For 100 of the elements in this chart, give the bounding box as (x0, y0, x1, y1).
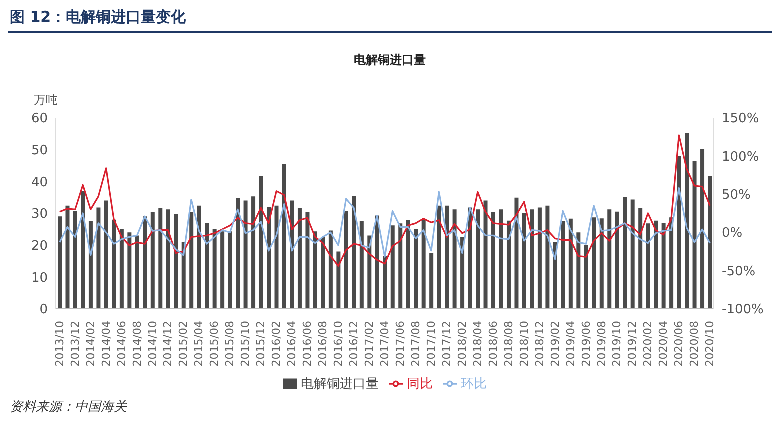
bar (390, 226, 395, 309)
bar (128, 232, 132, 309)
bar (375, 216, 380, 309)
bar (81, 191, 86, 309)
bar (58, 216, 62, 309)
bar (646, 224, 650, 309)
bar (244, 200, 248, 309)
bar (298, 208, 302, 309)
bar (630, 200, 635, 309)
y2-tick-label: 0% (722, 226, 743, 242)
bar (344, 210, 348, 309)
chart-subtitle: 电解铜进口量 (353, 52, 427, 69)
bar (708, 176, 712, 309)
bar (546, 206, 550, 309)
bar (143, 216, 148, 309)
x-tick-label: 2014/02 (84, 321, 98, 367)
y2-tick-label: -50% (722, 264, 756, 280)
x-tick-label: 2020/06 (672, 321, 686, 367)
bar (150, 212, 155, 309)
x-tick-label: 2019/08 (595, 321, 608, 367)
bar (383, 256, 388, 309)
bar (220, 232, 225, 309)
bar (282, 164, 286, 309)
bar (259, 176, 264, 309)
bar (313, 232, 318, 309)
bar (422, 220, 426, 309)
bar (670, 218, 674, 309)
bar (460, 237, 465, 309)
bar (360, 221, 364, 309)
y2-tick-label: 100% (722, 150, 760, 165)
x-tick-label: 2020/02 (642, 321, 655, 367)
legend-label: 同比 (407, 377, 433, 392)
x-tick-label: 2019/10 (610, 321, 624, 367)
x-tick-label: 2015/08 (224, 321, 237, 367)
legend-label: 环比 (461, 377, 487, 392)
x-tick-label: 2013/12 (68, 321, 82, 367)
bar (677, 156, 682, 309)
x-tick-label: 2017/10 (424, 321, 438, 367)
x-tick-label: 2014/12 (162, 321, 175, 367)
x-tick-label: 2016/04 (286, 321, 299, 367)
bar (135, 236, 140, 309)
bar (336, 252, 341, 309)
bar (692, 160, 697, 309)
bar (561, 221, 566, 309)
x-tick-label: 2018/04 (471, 321, 484, 367)
bar (236, 198, 240, 309)
bar (267, 207, 272, 309)
text: 资料来源：中国海关 (10, 399, 127, 416)
x-tick-label: 2019/06 (580, 321, 593, 367)
bar (414, 229, 418, 309)
bar (73, 210, 78, 309)
y2-tick-label: 150% (722, 112, 760, 127)
bar (506, 220, 511, 309)
bar (430, 253, 434, 309)
y-tick-label: 10 (31, 270, 48, 286)
bar (514, 198, 519, 309)
bar (685, 133, 690, 309)
bar (120, 229, 124, 309)
x-tick-label: 2018/08 (502, 321, 516, 367)
legend-label: 电解铜进口量 (301, 377, 379, 392)
y-tick-label: 20 (31, 238, 48, 254)
bar (328, 230, 333, 309)
x-tick-label: 2018/10 (518, 321, 531, 367)
y-tick-label: 60 (31, 112, 48, 127)
bar (662, 223, 666, 309)
bar (584, 245, 588, 309)
x-tick-label: 2017/12 (440, 321, 454, 367)
bar (96, 208, 101, 309)
x-tick-label: 2019/12 (626, 321, 640, 367)
x-tick-label: 2018/12 (533, 321, 546, 367)
y-axis-title: 万吨 (34, 92, 58, 109)
y-tick-label: 30 (31, 207, 48, 222)
bar (212, 229, 217, 309)
bar (252, 196, 256, 309)
bar (274, 206, 279, 309)
x-tick-label: 2015/02 (177, 321, 190, 367)
x-tick-label: 2020/04 (657, 321, 670, 367)
x-tick-label: 2016/12 (348, 321, 361, 367)
bar (476, 210, 480, 309)
x-tick-label: 2015/10 (239, 321, 252, 367)
x-tick-label: 2016/08 (316, 321, 330, 367)
x-tick-label: 2016/10 (332, 321, 346, 367)
x-tick-label: 2014/06 (115, 321, 128, 367)
bar (190, 212, 194, 309)
x-tick-label: 2019/04 (564, 321, 578, 367)
bar (437, 206, 442, 309)
x-tick-label: 2015/12 (254, 321, 268, 367)
x-tick-label: 2014/08 (130, 321, 144, 367)
x-tick-label: 2018/06 (486, 321, 500, 367)
bar (576, 232, 581, 309)
y2-tick-label: 50% (722, 188, 751, 204)
bar (484, 200, 488, 309)
x-tick-label: 2015/06 (208, 321, 222, 367)
x-tick-label: 2014/10 (146, 321, 160, 367)
y-tick-label: 40 (31, 175, 48, 190)
bar (368, 236, 372, 309)
bar (398, 224, 403, 309)
x-tick-label: 2013/10 (53, 321, 66, 367)
bar (228, 232, 232, 309)
bar (538, 208, 542, 309)
